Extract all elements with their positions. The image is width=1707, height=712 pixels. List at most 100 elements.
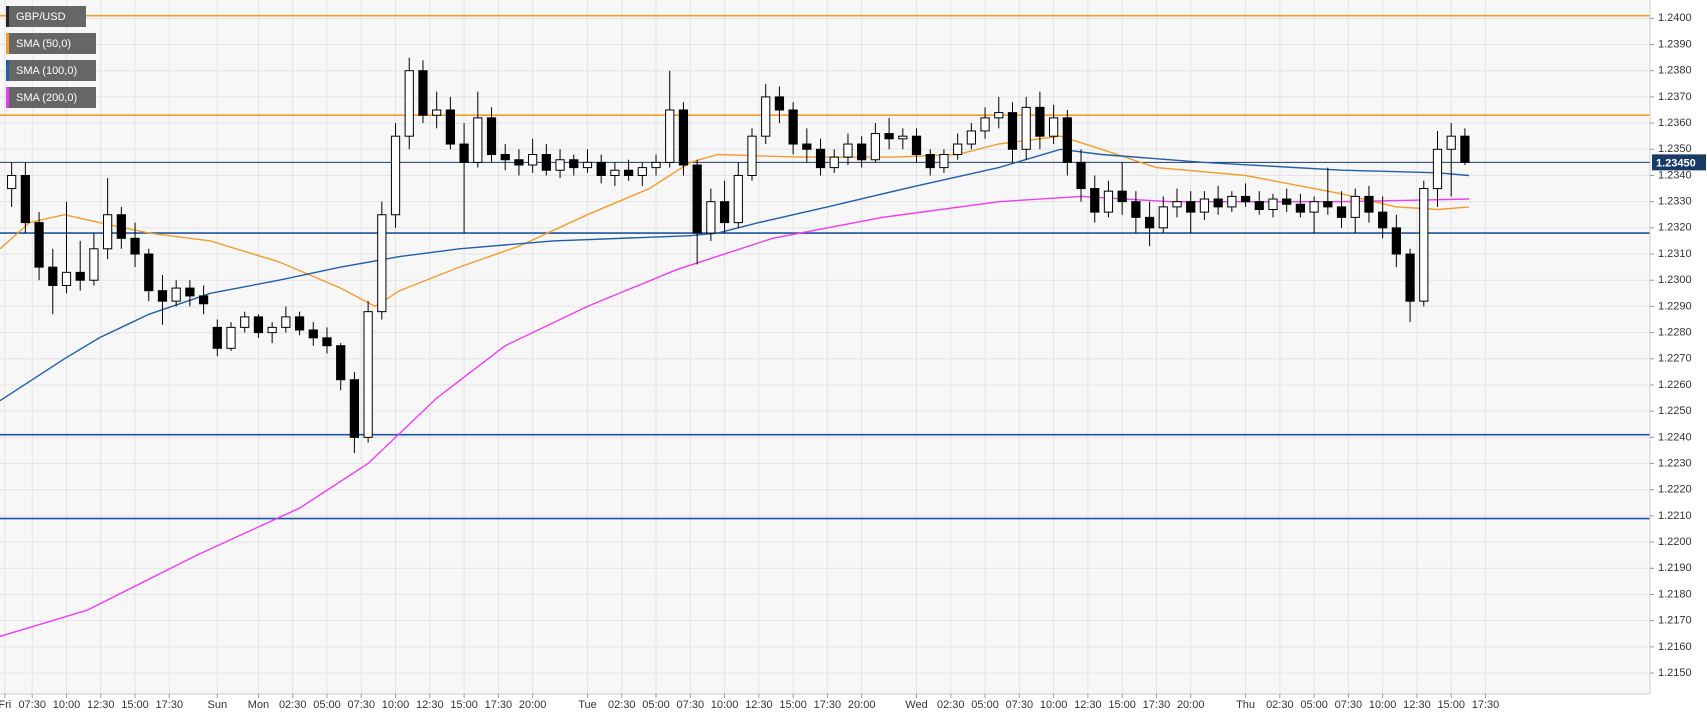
candle-body (1268, 198, 1278, 211)
legend-label: SMA (100,0) (16, 65, 77, 77)
y-tick-label: 1.2180 (1658, 588, 1692, 600)
candle-body (445, 109, 455, 145)
x-tick-label: 15:00 (1108, 699, 1136, 711)
candle-body (610, 169, 620, 176)
price-tag-label: 1.23450 (1656, 157, 1696, 169)
candle-body (1282, 198, 1292, 205)
x-tick-label: 05:00 (971, 699, 999, 711)
x-tick-label: 20:00 (1177, 699, 1205, 711)
x-tick-label: 10:00 (1040, 699, 1068, 711)
candle-body (1336, 206, 1347, 218)
candle-body (377, 214, 387, 313)
candle-body (815, 148, 826, 169)
candle-body (116, 214, 126, 239)
candle-body (1158, 206, 1168, 229)
candle-body (1432, 148, 1443, 190)
candle-body (761, 96, 771, 137)
candle-body (733, 174, 743, 224)
x-tick-label: 17:30 (1472, 699, 1500, 711)
candle-body (240, 316, 250, 328)
x-tick-label: 15:00 (1437, 699, 1465, 711)
legend-box (6, 6, 86, 27)
x-tick-label: Fri (0, 699, 11, 711)
candle-body (75, 271, 85, 281)
candle-body (788, 109, 798, 145)
candle-body (1295, 203, 1306, 213)
candle-body (528, 154, 538, 166)
x-tick-label: 12:30 (1403, 699, 1431, 711)
candle-body (966, 130, 976, 145)
candle-body (1090, 188, 1100, 213)
candle-body (925, 154, 935, 169)
y-tick-label: 1.2330 (1658, 196, 1692, 208)
x-tick-label: 20:00 (848, 699, 876, 711)
x-tick-label: Sun (208, 699, 228, 711)
x-tick-label: 17:30 (814, 699, 842, 711)
y-tick-label: 1.2350 (1658, 143, 1692, 155)
x-tick-label: 17:30 (1143, 699, 1171, 711)
x-tick-label: 20:00 (519, 699, 547, 711)
x-tick-label: 15:00 (450, 699, 478, 711)
candle-body (1213, 198, 1223, 208)
x-tick-label: 02:30 (1266, 699, 1294, 711)
candle-body (747, 135, 757, 176)
candle-body (34, 222, 44, 268)
candle-body (418, 70, 428, 116)
x-tick-label: 15:00 (779, 699, 807, 711)
candle-body (1323, 201, 1333, 208)
y-tick-label: 1.2280 (1658, 327, 1692, 339)
candle-body (1172, 201, 1182, 208)
legend-swatch (6, 60, 9, 81)
y-tick-label: 1.2370 (1658, 91, 1692, 103)
candle-body (665, 109, 675, 163)
candle-body (582, 161, 593, 169)
x-tick-label: 07:30 (1006, 699, 1034, 711)
x-tick-label: 05:00 (1300, 699, 1328, 711)
y-tick-label: 1.2240 (1658, 431, 1692, 443)
candle-body (1446, 135, 1456, 150)
candle-body (980, 117, 990, 132)
y-tick-label: 1.2390 (1658, 38, 1692, 50)
y-tick-label: 1.2400 (1658, 12, 1692, 24)
y-tick-label: 1.2190 (1658, 562, 1692, 574)
candle-body (267, 326, 277, 334)
candle-body (719, 201, 730, 224)
candle-body (884, 133, 894, 140)
candle-body (774, 96, 785, 111)
candle-body (486, 117, 497, 156)
candle-body (637, 167, 647, 176)
candle-body (1460, 135, 1470, 163)
candle-body (308, 329, 318, 339)
candle-body (1405, 253, 1415, 302)
y-tick-label: 1.2360 (1658, 117, 1692, 129)
y-tick-label: 1.2200 (1658, 536, 1692, 548)
y-tick-label: 1.2210 (1658, 510, 1692, 522)
candle-body (432, 109, 442, 116)
candle-body (829, 156, 839, 169)
y-tick-label: 1.2170 (1658, 615, 1692, 627)
candle-body (294, 316, 305, 331)
candle-body (89, 248, 99, 281)
x-tick-label: 15:00 (121, 699, 149, 711)
candle-body (1035, 106, 1045, 137)
candle-body (404, 70, 414, 137)
candle-body (103, 214, 113, 250)
candle-body (281, 316, 291, 328)
candle-body (1309, 201, 1319, 213)
candle-body (1062, 117, 1072, 163)
candle-body (1199, 198, 1210, 213)
candle-body (171, 287, 181, 302)
x-tick-label: 07:30 (347, 699, 375, 711)
y-tick-label: 1.2340 (1658, 169, 1692, 181)
y-tick-label: 1.2160 (1658, 641, 1692, 653)
candle-body (994, 112, 1004, 119)
sma-line (0, 135, 1470, 308)
candle-body (226, 326, 236, 349)
legend-box (6, 33, 96, 54)
candle-body (473, 117, 483, 163)
x-tick-label: 17:30 (485, 699, 513, 711)
candle-body (20, 174, 30, 224)
x-tick-label: 12:30 (1074, 699, 1102, 711)
x-tick-label: Mon (248, 699, 269, 711)
